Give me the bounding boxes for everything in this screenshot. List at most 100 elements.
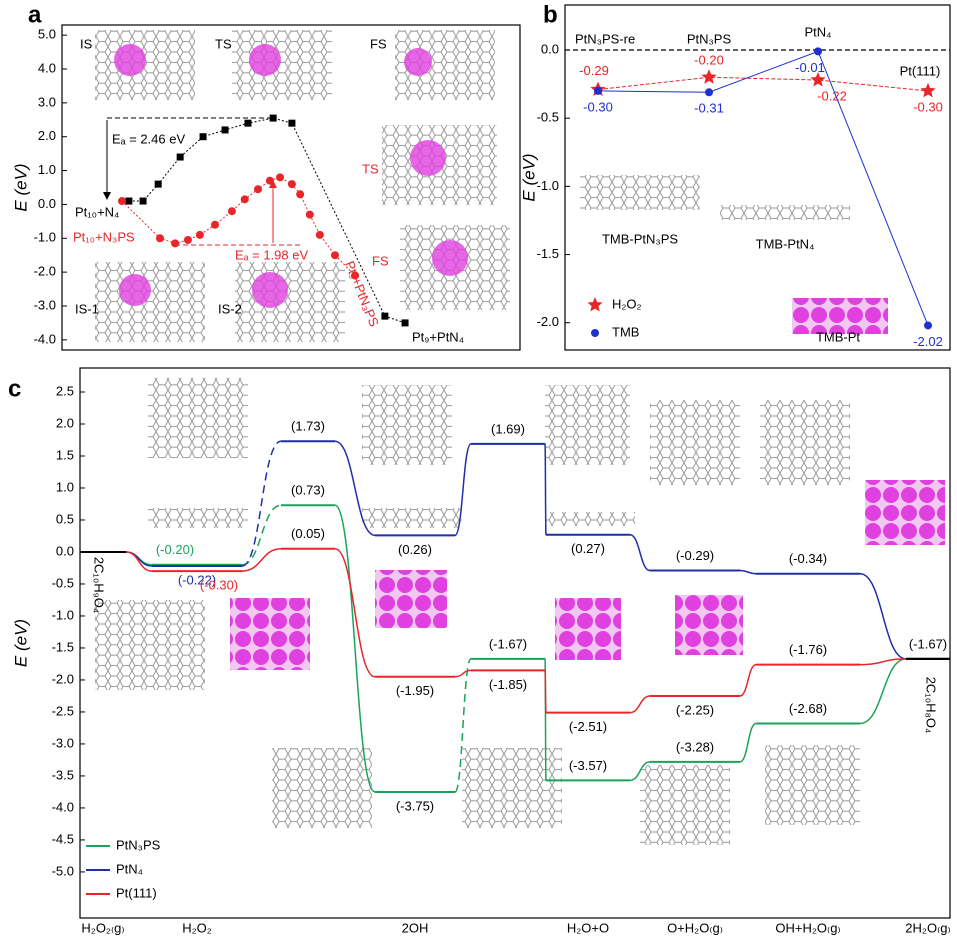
value-label: (-3.75) (396, 798, 434, 813)
point (244, 119, 252, 127)
x-tick-label: H₂O₂ (182, 920, 212, 935)
legend-label: H₂O₂ (612, 296, 642, 311)
y-tick-label: -3.0 (34, 297, 56, 312)
value-label: (-1.67) (489, 636, 527, 651)
y-tick-label: 1.0 (38, 162, 56, 177)
point (810, 72, 826, 87)
connector (739, 569, 757, 575)
value-label: (-0.22) (178, 572, 216, 587)
structure (235, 262, 345, 342)
panel-label: b (543, 1, 558, 28)
point (269, 114, 277, 122)
connector (859, 658, 907, 725)
annotation: 2C₁₀H₉O₄ (92, 557, 107, 613)
annotation: TS (362, 161, 379, 176)
legend-label: PtN₃PS (116, 837, 161, 852)
y-tick-label: 2.0 (38, 128, 56, 143)
y-tick-label: 0.0 (38, 196, 56, 211)
annotation: IS-1 (75, 301, 99, 316)
connector (334, 440, 376, 537)
point (210, 220, 219, 229)
connector (859, 658, 907, 666)
legend-marker (587, 297, 603, 312)
value-label: -0.31 (694, 101, 724, 116)
point (171, 239, 180, 248)
value-label: (-1.85) (489, 677, 527, 692)
value-label: -0.30 (913, 99, 943, 114)
y-tick-label: -2.0 (34, 264, 56, 279)
value-label: -0.22 (817, 88, 847, 103)
category-label: PtN₃PS (687, 31, 732, 46)
value-label: -0.30 (583, 99, 613, 114)
point (125, 197, 133, 205)
annotation: FS (370, 36, 387, 51)
point (315, 230, 324, 239)
point (705, 88, 713, 97)
connector (859, 572, 907, 660)
connector (739, 663, 757, 697)
point (156, 234, 165, 243)
ea-arrow-head (103, 192, 111, 200)
value-label: (0.27) (571, 541, 605, 556)
legend-label: Pt(111) (116, 885, 157, 900)
connector (454, 669, 472, 678)
y-tick-label: 2.5 (56, 383, 74, 398)
panel-label: a (28, 1, 42, 28)
point (351, 271, 360, 280)
connector (629, 533, 651, 572)
plot-frame (564, 4, 951, 351)
x-tick-label: 2H₂O₍g₎ (905, 920, 950, 935)
connector (454, 658, 472, 793)
structure (232, 30, 332, 100)
connector (241, 548, 282, 572)
annotation: Pt₁₀+N₄ (75, 204, 119, 219)
connector (544, 443, 547, 536)
y-tick-label: 0.0 (541, 41, 559, 56)
annotation: IS (80, 36, 93, 51)
point (227, 207, 236, 216)
y-tick-label: -2.5 (52, 703, 74, 718)
plot-frame (79, 367, 951, 919)
value-label: (-1.76) (789, 642, 827, 657)
structure (792, 298, 888, 334)
point (305, 210, 314, 219)
y-axis-label: E (eV) (519, 153, 538, 201)
value-label: (-0.20) (156, 542, 194, 557)
value-label: (-1.67) (909, 636, 947, 651)
point (287, 180, 296, 189)
value-label: (-3.57) (569, 758, 607, 773)
value-label: (-0.29) (676, 548, 714, 563)
connector (739, 722, 757, 763)
y-tick-label: 0.0 (56, 543, 74, 558)
value-label: (-2.68) (789, 701, 827, 716)
point (381, 312, 389, 320)
point (117, 197, 126, 206)
series-line (597, 50, 929, 326)
point (594, 86, 602, 95)
point (924, 321, 932, 330)
y-tick-label: 1.5 (56, 447, 74, 462)
point (183, 235, 192, 244)
annotation: Eₐ = 2.46 eV (112, 131, 185, 146)
structure (95, 262, 205, 342)
y-tick-label: -1.0 (34, 230, 56, 245)
y-tick-label: -0.5 (52, 575, 74, 590)
y-tick-label: 3.0 (38, 94, 56, 109)
annotation: Pt₉+PtN₄ (412, 329, 464, 344)
value-label: (-3.28) (676, 739, 714, 754)
annotation: Eₐ = 1.98 eV (235, 247, 308, 262)
point (154, 180, 162, 188)
y-tick-label: -4.0 (34, 331, 56, 346)
category-label: PtN₄ (805, 24, 832, 39)
legend-marker (591, 329, 599, 337)
ea-arrow-head (269, 180, 277, 188)
structure (720, 205, 850, 220)
plot-frame (61, 24, 521, 351)
connector (629, 695, 651, 714)
legend-label: TMB (612, 324, 639, 339)
annotation: FS (372, 253, 389, 268)
point (920, 82, 936, 98)
plots: a E (eV) 5.0 4.0 3.0 2.0 1.0 0.0 -1.0 -2.0 -3.0 -4.… (8, 1, 951, 935)
point (139, 197, 147, 205)
y-tick-label: 1.0 (56, 479, 74, 494)
